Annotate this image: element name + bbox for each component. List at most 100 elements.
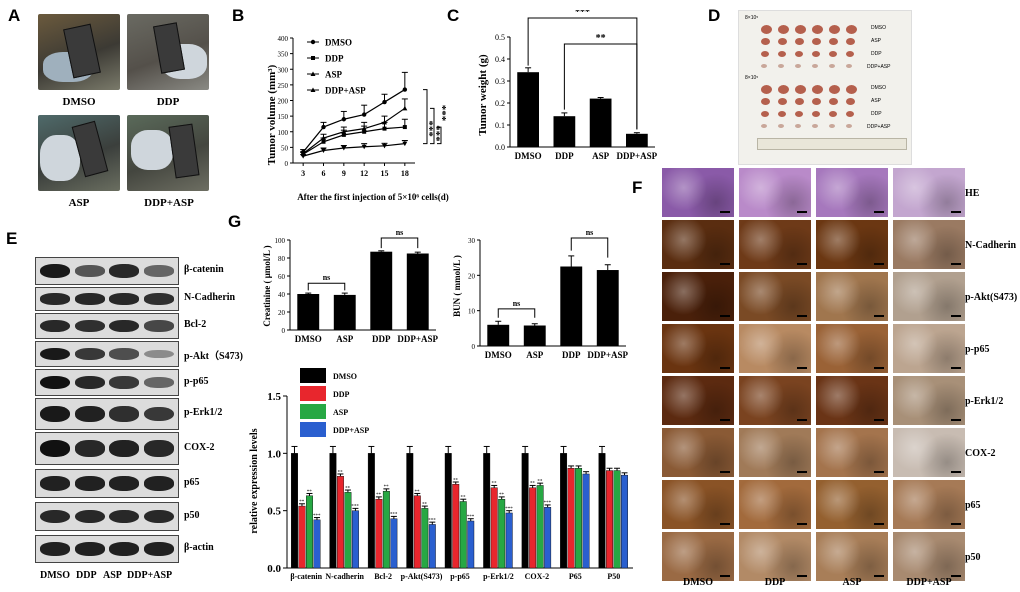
scale-bar <box>951 367 961 369</box>
g3-sig-label: *** <box>313 514 321 519</box>
g1-ytick-label: 80 <box>278 255 286 263</box>
tumor-specimen <box>829 111 837 117</box>
b-legend-label-DMSO: DMSO <box>325 38 352 48</box>
b-series-line-ASP <box>302 107 406 155</box>
tumor-specimen <box>778 64 784 68</box>
scale-bar <box>720 575 730 577</box>
blot-lane-label: DMSO <box>40 570 70 581</box>
tumor-specimen <box>778 124 784 128</box>
g3-xtick-label: p-Akt(S473) <box>401 572 443 581</box>
tumor-specimen <box>812 38 821 45</box>
scale-bar <box>720 263 730 265</box>
b-point-DDP+ASP <box>402 141 408 147</box>
b-series-line-DMSO <box>302 89 406 153</box>
g3-legend-swatch-ASP <box>300 404 326 419</box>
c-ytick-label: 0.4 <box>495 55 505 64</box>
g3-bar-DMSO-p-p65 <box>444 453 452 569</box>
ihc-row-label: COX-2 <box>965 448 996 459</box>
tumor-row-label: DDP <box>871 111 882 117</box>
blot-row <box>35 341 179 367</box>
tumor-specimen <box>761 25 772 34</box>
b-legend-marker <box>311 56 315 60</box>
scale-bar <box>874 523 884 525</box>
b-legend-marker <box>310 39 316 45</box>
g2-xtick-label: ASP <box>526 350 544 360</box>
ihc-image <box>739 220 811 269</box>
g3-xtick-label: β-catenin <box>290 572 322 581</box>
b-point-DMSO <box>341 117 347 122</box>
scale-bar <box>797 263 807 265</box>
g2-xtick-label: DMSO <box>485 350 512 360</box>
blot-row <box>35 432 179 465</box>
g1-ytick-label: 20 <box>278 309 286 317</box>
g3-sig-label: ** <box>299 500 305 505</box>
blot-band <box>109 293 139 305</box>
scale-bar <box>951 263 961 265</box>
blot-band <box>40 476 70 491</box>
g1-xtick-label: DDP <box>372 334 391 344</box>
tumor-specimen <box>778 51 786 57</box>
scale-bar <box>797 419 807 421</box>
g3-sig-label: *** <box>390 513 398 518</box>
blot-label: N-Cadherin <box>184 292 236 303</box>
scale-bar <box>797 367 807 369</box>
b-point-ASP <box>361 126 367 131</box>
g3-sig-label: ** <box>384 485 390 490</box>
blot-band <box>40 405 70 423</box>
g1-sig-label: ns <box>396 228 404 237</box>
g3-bar-ASP-P50 <box>613 470 621 569</box>
ihc-row-label: p-Akt(S473) <box>965 292 1018 303</box>
ihc-row-label: p65 <box>965 500 981 511</box>
g3-sig-label: *** <box>351 505 359 510</box>
blot-band <box>143 440 174 457</box>
g3-legend-label-DMSO: DMSO <box>333 372 357 381</box>
ihc-image <box>816 324 888 373</box>
tumor-row-label: ASP <box>871 98 882 104</box>
g3-sig-label: ** <box>453 478 459 483</box>
g3-bar-DDP+ASP-Bcl-2 <box>390 518 398 569</box>
blot-band <box>143 406 174 422</box>
g3-xtick-label: P50 <box>607 572 620 581</box>
b-ytick-label: 400 <box>278 35 289 43</box>
g3-legend-label-ASP: ASP <box>333 408 348 417</box>
g2-sig-bracket <box>570 237 609 258</box>
g3-legend-label-DDP: DDP <box>333 390 350 399</box>
g3-bar-DMSO-N-cadherin <box>329 453 337 569</box>
tumor-group1-label: 8×10⁵ <box>745 15 759 21</box>
ihc-image <box>893 220 965 269</box>
chart-g1-ylabel: Creatinine ( μmol/L ) <box>262 245 272 326</box>
ihc-image <box>739 428 811 477</box>
g1-xtick-label: ASP <box>336 334 354 344</box>
tumor-specimen <box>761 98 770 105</box>
ihc-image <box>816 532 888 581</box>
g2-sig-label: ns <box>513 299 521 308</box>
tumor-specimen <box>795 38 804 45</box>
b-ytick-label: 350 <box>278 51 289 59</box>
b-point-ASP <box>321 135 326 140</box>
panel-label-b: B <box>232 6 245 25</box>
b-legend-label-DDP+ASP: DDP+ASP <box>325 86 366 96</box>
tumor-specimen <box>829 64 835 68</box>
g1-sig-label: ns <box>323 273 331 282</box>
g3-bar-DDP-P50 <box>606 470 613 569</box>
b-ytick-label: 250 <box>278 82 289 90</box>
blot-band <box>40 319 70 333</box>
b-xtick-label: 12 <box>360 169 368 178</box>
tumor-specimen <box>761 111 769 117</box>
g1-ytick-label: 40 <box>278 291 286 299</box>
panel-label-f: F <box>632 178 643 197</box>
g2-ytick-label: 10 <box>468 308 476 316</box>
b-point-DMSO <box>402 87 408 92</box>
photo-asp <box>38 115 120 191</box>
scale-bar <box>797 575 807 577</box>
g2-xtick-label: DDP+ASP <box>587 350 628 360</box>
blot-label: p-p65 <box>184 375 209 387</box>
g3-xtick-label: COX-2 <box>525 572 549 581</box>
scale-bar <box>874 315 884 317</box>
blot-band <box>40 509 70 524</box>
g3-sig-label: *** <box>544 501 552 506</box>
g3-bar-DDP-p-Erk1/2 <box>490 487 498 569</box>
tumor-row-label: DDP+ASP <box>867 124 891 130</box>
tumor-specimen <box>846 64 852 68</box>
ihc-image <box>662 480 734 529</box>
